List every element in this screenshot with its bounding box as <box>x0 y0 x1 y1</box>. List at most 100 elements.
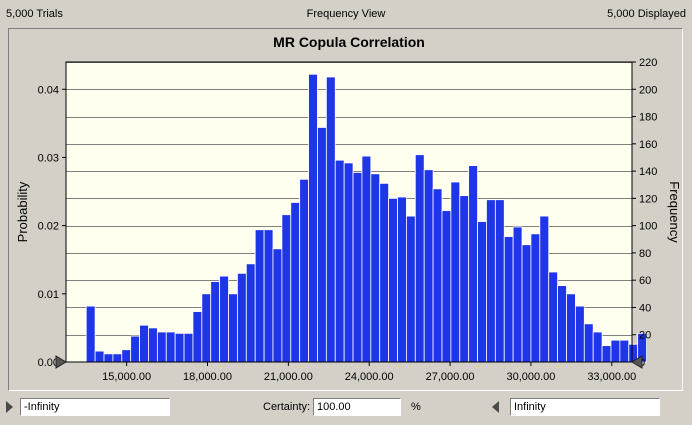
chart-panel: MR Copula Correlation 0.00 0.01 0.02 0.03 0.0… <box>8 28 683 391</box>
histogram-bar <box>361 155 372 363</box>
certainty-bar: -Infinity Certainty: 100.00 % Infinity <box>0 392 692 425</box>
right-grabber-icon[interactable] <box>492 401 499 413</box>
y-axis-label: Probability <box>15 181 30 242</box>
histogram-bar <box>130 335 140 363</box>
histogram-bar <box>388 197 398 363</box>
histogram-bar <box>281 214 292 363</box>
histogram-bar <box>299 178 309 363</box>
y-tick-label: 0.00 <box>38 357 59 369</box>
right-bound-input[interactable]: Infinity <box>510 398 660 416</box>
y2-tick-label: 220 <box>639 57 657 69</box>
histogram-bar <box>459 195 470 363</box>
histogram-bar <box>272 248 283 363</box>
histogram-bar <box>370 173 381 363</box>
x-tick-label: 27,000.00 <box>426 371 475 383</box>
x-tick-label: 18,000.00 <box>183 371 232 383</box>
y2-tick-label: 160 <box>639 139 657 151</box>
histogram-bar <box>183 332 194 363</box>
histogram-bar <box>317 127 327 363</box>
histogram-bar <box>165 331 176 363</box>
histogram-bar <box>228 293 238 363</box>
y-tick-label: 0.02 <box>38 221 59 233</box>
histogram-bar <box>557 285 567 363</box>
histogram-bar <box>450 181 461 363</box>
histogram-bar <box>352 172 363 363</box>
histogram-bar <box>148 327 158 363</box>
y-tick-label: 0.03 <box>38 152 59 164</box>
x-tick-label: 15,000.00 <box>102 371 151 383</box>
x-tick-label: 21,000.00 <box>264 371 313 383</box>
histogram-bar <box>192 311 203 363</box>
histogram-bar <box>539 215 550 363</box>
histogram-bar <box>592 331 603 363</box>
histogram-bar <box>521 244 532 363</box>
bar-series <box>85 73 647 363</box>
certainty-input[interactable]: 100.00 <box>313 398 401 416</box>
histogram-bar <box>219 275 229 363</box>
histogram-bar <box>512 226 523 363</box>
x-tick-label: 30,000.00 <box>506 371 555 383</box>
histogram-bar <box>486 199 496 363</box>
left-grabber-arrow-icon[interactable] <box>55 355 67 369</box>
histogram-bar <box>432 188 443 363</box>
histogram-bar <box>619 339 630 363</box>
frequency-chart: MR Copula Correlation 0.00 0.01 0.02 0.03 0.0… <box>15 34 682 383</box>
histogram-bar <box>94 350 105 363</box>
histogram-bar <box>254 229 265 363</box>
histogram-bar <box>601 345 612 363</box>
histogram-bar <box>477 221 487 363</box>
y2-tick-label: 80 <box>639 248 651 260</box>
histogram-bar <box>263 229 274 363</box>
x-tick-label: 33,000.00 <box>587 371 636 383</box>
histogram-bar <box>112 353 123 363</box>
histogram-bar <box>308 73 318 363</box>
histogram-bar <box>334 159 345 363</box>
histogram-bar <box>290 202 301 363</box>
y2-tick-label: 140 <box>639 166 657 178</box>
trials-count: 5,000 Trials <box>6 8 63 20</box>
right-grabber-arrow-icon[interactable] <box>631 355 643 369</box>
y-tick-label: 0.01 <box>38 289 59 301</box>
y2-tick-label: 20 <box>639 330 651 342</box>
y2-tick-label: 40 <box>639 302 651 314</box>
histogram-bar <box>245 263 256 363</box>
x-tick-label: 24,000.00 <box>345 371 394 383</box>
histogram-bar <box>548 271 559 363</box>
y2-tick-label: 200 <box>639 84 657 96</box>
histogram-bar <box>583 323 594 363</box>
histogram-bar <box>494 199 505 363</box>
histogram-bar <box>174 332 185 363</box>
histogram-bar <box>503 236 514 363</box>
y2-tick-label: 120 <box>639 193 657 205</box>
histogram-bar <box>575 305 585 363</box>
histogram-bar <box>530 233 541 363</box>
left-grabber-icon[interactable] <box>6 401 13 413</box>
percent-label: % <box>411 401 421 413</box>
histogram-bar <box>566 293 576 363</box>
header-bar: 5,000 Trials Frequency View 5,000 Displa… <box>0 0 692 28</box>
histogram-bar <box>414 154 425 363</box>
histogram-bar <box>468 165 478 363</box>
histogram-bar <box>210 281 221 363</box>
histogram-bar <box>139 324 149 363</box>
histogram-bar <box>397 196 407 363</box>
y2-tick-label: 100 <box>639 221 657 233</box>
histogram-bar <box>325 76 336 363</box>
y2-tick-label: 60 <box>639 275 651 287</box>
y2-tick-label: 180 <box>639 112 657 124</box>
histogram-bar <box>343 162 354 363</box>
view-name[interactable]: Frequency View <box>306 8 386 20</box>
histogram-bar <box>156 331 167 363</box>
histogram-bar <box>406 215 416 363</box>
histogram-bar <box>423 169 434 363</box>
displayed-count: 5,000 Displayed <box>607 8 686 20</box>
chart-title: MR Copula Correlation <box>273 34 425 50</box>
histogram-bar <box>441 210 452 363</box>
left-bound-input[interactable]: -Infinity <box>20 398 170 416</box>
histogram-bar <box>379 182 390 363</box>
certainty-label: Certainty: <box>263 401 311 413</box>
histogram-bar <box>85 305 96 363</box>
y2-axis-label: Frequency <box>667 181 682 243</box>
plot-border <box>65 61 633 363</box>
